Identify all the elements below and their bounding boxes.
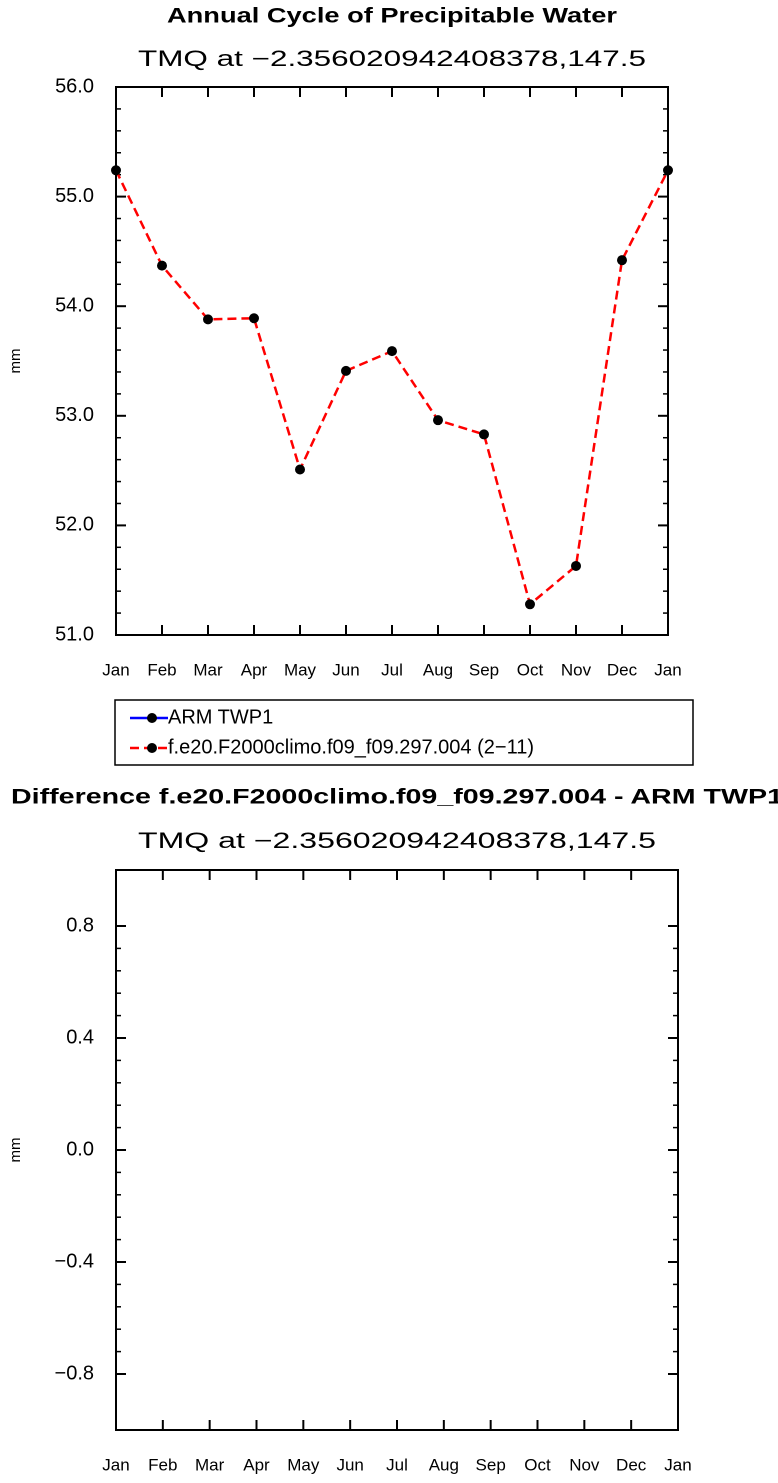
legend-label: ARM TWP1 — [168, 706, 273, 728]
y-tick-label: 54.0 — [55, 294, 94, 316]
chart-subtitle: TMQ at −2.356020942408378,147.5 — [138, 46, 646, 71]
data-point — [479, 429, 489, 440]
chart-title: Difference f.e20.F2000climo.f09_f09.297.… — [11, 786, 778, 809]
legend-marker — [147, 713, 157, 723]
data-point — [295, 464, 305, 475]
data-point — [157, 260, 167, 271]
x-tick-label: Apr — [243, 1455, 270, 1474]
chart-subtitle: TMQ at −2.356020942408378,147.5 — [138, 828, 656, 853]
x-tick-label: Apr — [241, 660, 268, 679]
x-tick-label: Feb — [147, 660, 176, 679]
x-tick-label: Jun — [332, 660, 359, 679]
data-point — [203, 314, 213, 325]
y-tick-label: 55.0 — [55, 185, 94, 207]
x-tick-label: Aug — [429, 1455, 459, 1474]
data-point — [617, 255, 627, 266]
data-point — [249, 313, 259, 324]
x-tick-label: Jan — [664, 1455, 691, 1474]
x-tick-label: Oct — [517, 660, 544, 679]
y-tick-label: −0.4 — [55, 1250, 94, 1272]
x-tick-label: Jun — [336, 1455, 363, 1474]
x-tick-label: Jul — [381, 660, 403, 679]
y-tick-label: 0.4 — [66, 1026, 94, 1048]
x-tick-label: Jan — [102, 1455, 129, 1474]
x-tick-label: Feb — [148, 1455, 177, 1474]
x-tick-label: Mar — [193, 660, 223, 679]
y-axis-label: mm — [7, 349, 24, 374]
x-tick-label: Aug — [423, 660, 453, 679]
x-tick-label: Jan — [654, 660, 681, 679]
legend-box — [114, 699, 694, 766]
series-line — [114, 169, 670, 607]
x-tick-label: Jan — [102, 660, 129, 679]
y-tick-label: 51.0 — [55, 623, 94, 645]
y-axis-label: mm — [7, 1138, 24, 1163]
data-point — [341, 365, 351, 376]
x-tick-label: Dec — [607, 660, 638, 679]
data-point — [571, 560, 581, 571]
x-tick-label: May — [287, 1455, 320, 1474]
x-tick-label: Sep — [476, 1455, 506, 1474]
plot-frame — [115, 86, 669, 636]
legend-label: f.e20.F2000climo.f09_f09.297.004 (2−11) — [168, 736, 534, 758]
y-tick-label: 53.0 — [55, 404, 94, 426]
x-tick-label: Dec — [616, 1455, 647, 1474]
plot-frame — [115, 869, 679, 1431]
chart-title: Annual Cycle of Precipitable Water — [167, 5, 617, 28]
x-tick-label: Nov — [569, 1455, 600, 1474]
x-tick-label: Sep — [469, 660, 499, 679]
y-tick-label: 52.0 — [55, 514, 94, 536]
y-tick-label: 0.0 — [66, 1138, 94, 1160]
y-tick-label: −0.8 — [55, 1362, 94, 1384]
x-tick-label: May — [284, 660, 317, 679]
legend-marker — [147, 743, 157, 753]
data-point — [525, 599, 535, 610]
data-point — [663, 165, 673, 176]
x-tick-label: Nov — [561, 660, 592, 679]
y-tick-label: 0.8 — [66, 914, 94, 936]
data-point — [111, 165, 121, 176]
y-tick-label: 56.0 — [55, 75, 94, 97]
x-tick-label: Oct — [524, 1455, 551, 1474]
data-point — [433, 415, 443, 426]
data-point — [387, 346, 397, 357]
x-tick-label: Jul — [386, 1455, 408, 1474]
x-tick-label: Mar — [195, 1455, 225, 1474]
